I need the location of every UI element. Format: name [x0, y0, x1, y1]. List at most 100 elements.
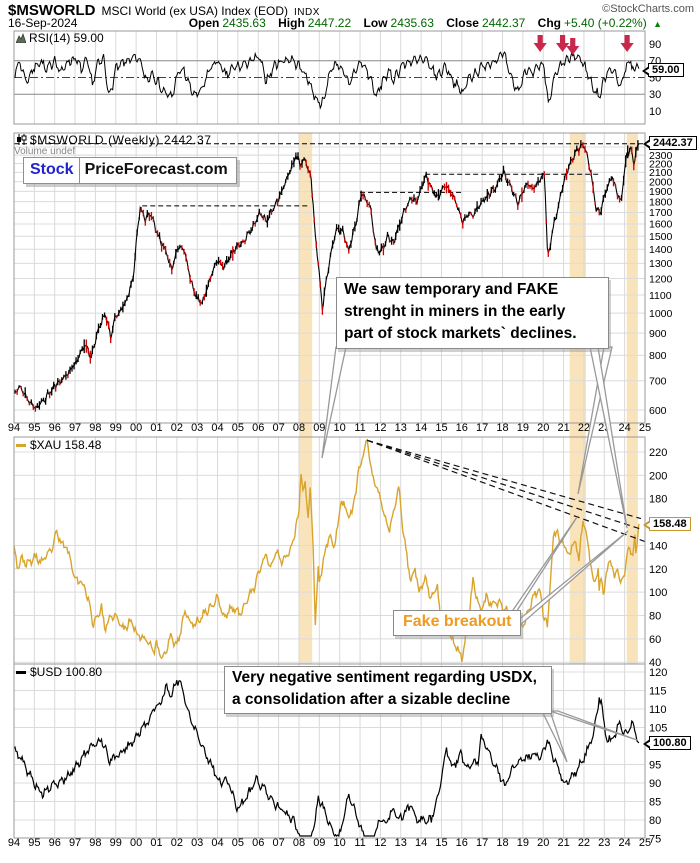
logo-stock-text: Stock — [24, 158, 80, 183]
symbol-title: $MSWORLD — [8, 2, 96, 19]
low-value: 2435.63 — [390, 16, 434, 30]
xau-trendline — [366, 439, 642, 530]
y-axis-tick-label: 60 — [649, 634, 661, 646]
annotation-callout-pointer — [321, 346, 347, 459]
x-axis-year-label: 16 — [456, 422, 468, 434]
black-dash-icon — [16, 671, 26, 674]
x-axis-year-label: 95 — [28, 422, 40, 434]
x-axis-year-label: 04 — [211, 837, 223, 849]
x-axis-year-label: 08 — [293, 837, 305, 849]
main-value-box: 2442.37 — [643, 136, 697, 150]
x-axis-year-label: 98 — [89, 422, 101, 434]
x-axis-year-label: 97 — [69, 837, 81, 849]
x-axis-year-label: 20 — [537, 422, 549, 434]
msworld-up-candles — [14, 140, 639, 410]
high-value: 2447.22 — [307, 16, 352, 30]
gold-dash-icon — [16, 444, 26, 447]
y-axis-tick-label: 1900 — [649, 186, 673, 198]
x-axis-year-label: 99 — [110, 837, 122, 849]
y-axis-tick-label: 90 — [649, 778, 661, 790]
x-axis-year-label: 22 — [578, 422, 590, 434]
rsi-panel-label: RSI(14) 59.00 — [15, 31, 104, 46]
main-panel-label: $MSWORLD (Weekly) 2442.37 — [16, 133, 212, 148]
x-axis-year-label: 97 — [69, 422, 81, 434]
x-axis-year-label: 00 — [130, 837, 142, 849]
y-axis-tick-label: 10 — [649, 106, 661, 118]
y-axis-tick-label: 700 — [649, 376, 667, 388]
y-axis-tick-label: 2100 — [649, 167, 673, 179]
x-axis-year-label: 06 — [252, 837, 264, 849]
quote-date: 16-Sep-2024 — [8, 16, 78, 30]
x-axis-year-label: 17 — [476, 422, 488, 434]
x-axis-year-label: 14 — [415, 837, 427, 849]
y-axis-tick-label: 1200 — [649, 273, 673, 285]
x-axis-year-label: 99 — [110, 422, 122, 434]
x-axis-year-label: 20 — [537, 837, 549, 849]
x-axis-year-label: 01 — [150, 837, 162, 849]
x-axis-year-label: 12 — [374, 422, 386, 434]
y-axis-tick-label: 1000 — [649, 308, 673, 320]
y-axis-tick-label: 100 — [649, 587, 667, 599]
x-axis-year-label: 05 — [232, 422, 244, 434]
symbol-exchange: INDX — [293, 7, 320, 18]
area-chart-icon — [15, 32, 27, 46]
x-axis-year-label: 21 — [557, 837, 569, 849]
y-axis-tick-label: 1300 — [649, 258, 673, 270]
x-axis-year-label: 00 — [130, 422, 142, 434]
x-axis-year-label: 02 — [171, 422, 183, 434]
stockcharts-copyright-link[interactable]: ©StockCharts.com — [602, 3, 694, 15]
x-axis-year-label: 09 — [313, 422, 325, 434]
y-axis-tick-label: 30 — [649, 89, 661, 101]
x-axis-year-label: 07 — [272, 422, 284, 434]
usd-annotation: Very negative sentiment regarding USDX, … — [224, 666, 552, 714]
x-axis-year-label: 19 — [517, 422, 529, 434]
chg-label: Chg — [537, 16, 561, 30]
x-axis-year-label: 22 — [578, 837, 590, 849]
y-axis-tick-label: 1500 — [649, 231, 673, 243]
red-down-arrow-icon — [566, 38, 580, 55]
xau-trendline — [366, 439, 642, 520]
x-axis-year-label: 17 — [476, 837, 488, 849]
y-axis-tick-label: 90 — [649, 39, 661, 51]
x-axis-year-label: 96 — [49, 422, 61, 434]
y-axis-tick-label: 140 — [649, 540, 667, 552]
xau-value-box: 158.48 — [643, 517, 691, 531]
x-axis-year-label: 05 — [232, 837, 244, 849]
y-axis-tick-label: 1400 — [649, 244, 673, 256]
header: $MSWORLD MSCI World (ex USA) Index (EOD) I… — [8, 2, 320, 19]
y-axis-tick-label: 120 — [649, 564, 667, 576]
low-label: Low — [363, 16, 388, 30]
logo-priceforecast-text: PriceForecast.com — [84, 161, 228, 178]
x-axis-year-label: 94 — [8, 837, 20, 849]
y-axis-tick-label: 40 — [649, 657, 661, 669]
rsi-line — [13, 50, 640, 110]
x-axis-year-label: 01 — [150, 422, 162, 434]
y-axis-tick-label: 900 — [649, 328, 667, 340]
x-axis-year-label: 12 — [374, 837, 386, 849]
stockpriceforecast-logo: Stock PriceForecast.com — [23, 157, 237, 184]
x-axis-year-label: 11 — [354, 422, 365, 434]
y-axis-tick-label: 1100 — [649, 290, 672, 302]
y-axis-tick-label: 2200 — [649, 158, 673, 170]
ohlc-quote-row: Open 2435.63 High 2447.22 Low 2435.63 Close… — [189, 16, 662, 30]
open-label: Open — [188, 16, 220, 30]
usd-value-box: 100.80 — [643, 736, 691, 750]
highlight-band — [626, 133, 638, 664]
x-axis-year-label: 03 — [191, 837, 203, 849]
x-axis-year-label: 24 — [619, 837, 631, 849]
x-axis-year-label: 13 — [395, 837, 407, 849]
x-axis-year-label: 13 — [395, 422, 407, 434]
annotation-callout-pointer — [549, 710, 638, 741]
red-down-arrow-icon — [533, 35, 547, 52]
xau-panel-label: $XAU 158.48 — [16, 438, 101, 452]
y-axis-tick-label: 115 — [649, 685, 667, 697]
close-label: Close — [446, 16, 479, 30]
x-axis-year-label: 10 — [334, 837, 346, 849]
up-triangle-icon: ▲ — [653, 19, 662, 29]
y-axis-tick-label: 600 — [649, 405, 667, 417]
x-axis-year-label: 23 — [598, 837, 610, 849]
y-axis-tick-label: 110 — [649, 704, 667, 716]
y-axis-tick-label: 80 — [649, 815, 661, 827]
miners-annotation: We saw temporary and FAKE strenght in mi… — [336, 277, 609, 349]
